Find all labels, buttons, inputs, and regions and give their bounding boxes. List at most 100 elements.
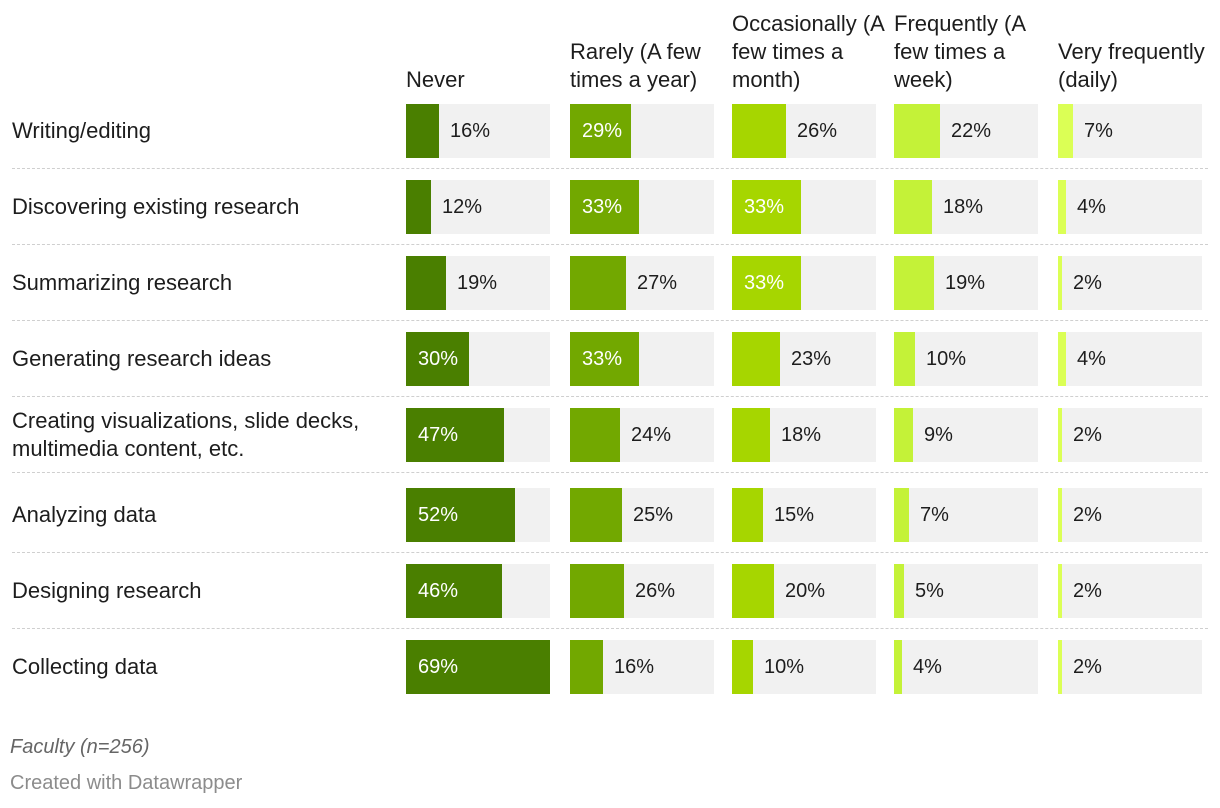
value-label: 20% xyxy=(785,579,826,602)
bar xyxy=(1058,488,1062,542)
bar-track: 29% xyxy=(570,104,714,158)
value-label: 15% xyxy=(774,503,815,526)
bar-track: 46% xyxy=(406,564,550,618)
value-label: 10% xyxy=(764,655,805,678)
bar xyxy=(406,180,431,234)
value-label: 5% xyxy=(915,579,944,602)
bar-track: 16% xyxy=(570,640,714,694)
bar xyxy=(894,488,909,542)
bar-track: 2% xyxy=(1058,408,1202,462)
bar xyxy=(406,256,446,310)
value-label: 2% xyxy=(1073,655,1102,678)
value-label: 69% xyxy=(418,655,459,678)
bar-track: 9% xyxy=(894,408,1038,462)
column-header-label: Frequently (A few times a week) xyxy=(894,11,1025,92)
bar xyxy=(1058,180,1066,234)
row-separator xyxy=(12,396,1208,397)
bar-track: 22% xyxy=(894,104,1038,158)
column-header-label: Occasionally (A few times a month) xyxy=(732,11,884,92)
value-label: 27% xyxy=(637,271,678,294)
row-label: Creating visualizations, slide decks, mu… xyxy=(12,408,360,461)
bar xyxy=(406,332,469,386)
bar xyxy=(570,564,624,618)
column-header-1: Rarely (A few times a year) xyxy=(570,10,728,94)
bar-track: 26% xyxy=(570,564,714,618)
value-label: 2% xyxy=(1073,503,1102,526)
bar-track: 2% xyxy=(1058,256,1202,310)
bar-track: 47% xyxy=(406,408,550,462)
value-label: 2% xyxy=(1073,423,1102,446)
value-label: 29% xyxy=(582,119,623,142)
bar-track: 30% xyxy=(406,332,550,386)
bar xyxy=(732,408,770,462)
value-label: 4% xyxy=(913,655,942,678)
value-label: 26% xyxy=(797,119,838,142)
sample-note: Faculty (n=256) xyxy=(10,736,150,758)
bar xyxy=(894,180,932,234)
value-label: 12% xyxy=(442,195,483,218)
bar xyxy=(894,408,913,462)
value-label: 30% xyxy=(418,347,459,370)
row-separator xyxy=(12,244,1208,245)
bar xyxy=(732,104,786,158)
value-label: 4% xyxy=(1077,195,1106,218)
column-header-0: Never xyxy=(406,10,564,94)
bar xyxy=(732,256,801,310)
bar-track: 33% xyxy=(732,180,876,234)
bar-track: 33% xyxy=(570,180,714,234)
column-header-label: Rarely (A few times a year) xyxy=(570,39,701,92)
bar xyxy=(406,408,504,462)
bar xyxy=(894,256,934,310)
value-label: 16% xyxy=(614,655,655,678)
bar-track: 7% xyxy=(1058,104,1202,158)
bar xyxy=(1058,564,1062,618)
value-label: 25% xyxy=(633,503,674,526)
bar xyxy=(406,564,502,618)
bar-track: 7% xyxy=(894,488,1038,542)
value-label: 9% xyxy=(924,423,953,446)
credit-link[interactable]: Created with Datawrapper xyxy=(10,772,243,794)
bar xyxy=(894,332,915,386)
bar xyxy=(570,488,622,542)
bar xyxy=(732,180,801,234)
bar-track: 2% xyxy=(1058,640,1202,694)
row-separator xyxy=(12,472,1208,473)
bar xyxy=(1058,104,1073,158)
bar-track: 12% xyxy=(406,180,550,234)
bar-track: 25% xyxy=(570,488,714,542)
value-label: 24% xyxy=(631,423,672,446)
bar xyxy=(1058,256,1062,310)
bar-track: 24% xyxy=(570,408,714,462)
value-label: 33% xyxy=(582,347,623,370)
column-header-4: Very frequently (daily) xyxy=(1058,10,1208,94)
value-label: 33% xyxy=(744,271,785,294)
bar xyxy=(406,640,550,694)
bar xyxy=(570,104,631,158)
bar xyxy=(894,640,902,694)
value-label: 33% xyxy=(582,195,623,218)
value-label: 10% xyxy=(926,347,967,370)
bar-track: 26% xyxy=(732,104,876,158)
bar xyxy=(732,488,763,542)
bar-track: 4% xyxy=(894,640,1038,694)
value-label: 47% xyxy=(418,423,459,446)
value-label: 52% xyxy=(418,503,459,526)
bar-track: 19% xyxy=(894,256,1038,310)
row-label: Generating research ideas xyxy=(12,346,272,371)
bar-track: 69% xyxy=(406,640,550,694)
row-separator xyxy=(12,320,1208,321)
row-separator xyxy=(12,628,1208,629)
value-label: 7% xyxy=(1084,119,1113,142)
row-label: Analyzing data xyxy=(12,502,157,527)
bar-track: 10% xyxy=(894,332,1038,386)
bar xyxy=(570,332,639,386)
column-header-label: Very frequently (daily) xyxy=(1058,39,1205,92)
bar-track: 33% xyxy=(570,332,714,386)
bar xyxy=(894,564,904,618)
row-label: Summarizing research xyxy=(12,270,233,295)
bar xyxy=(406,488,515,542)
bar-track: 2% xyxy=(1058,488,1202,542)
bar-track: 18% xyxy=(732,408,876,462)
bar xyxy=(570,180,639,234)
